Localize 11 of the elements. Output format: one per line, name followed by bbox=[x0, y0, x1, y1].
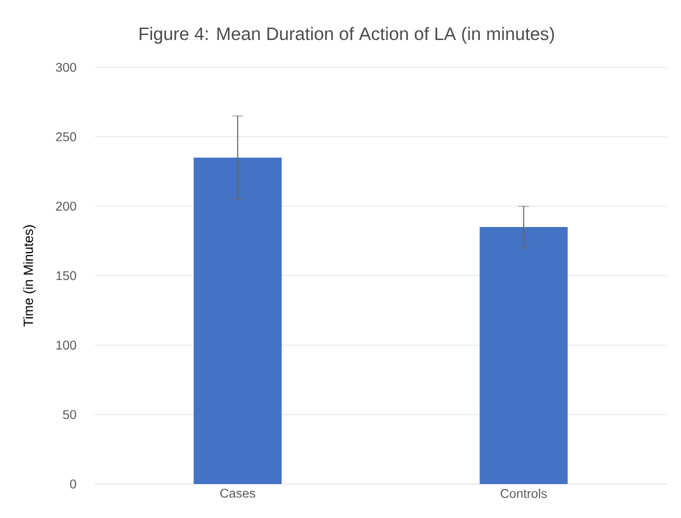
chart-title: Figure 4: Mean Duration of Action of LA (in minutes) bbox=[140, 26, 554, 44]
y-tick-label: 100 bbox=[56, 340, 76, 350]
y-tick-label: 300 bbox=[56, 62, 76, 72]
y-tick-label: 200 bbox=[56, 202, 76, 211]
x-tick-label: Controls bbox=[500, 488, 547, 498]
y-tick-label: 50 bbox=[63, 410, 76, 420]
y-tick-label: 0 bbox=[70, 480, 76, 488]
y-tick-label: 150 bbox=[56, 271, 76, 280]
y-tick-label: 250 bbox=[56, 132, 76, 142]
y-axis-title: Time (in Minutes) bbox=[23, 225, 36, 327]
x-tick-label: Cases bbox=[220, 488, 256, 498]
